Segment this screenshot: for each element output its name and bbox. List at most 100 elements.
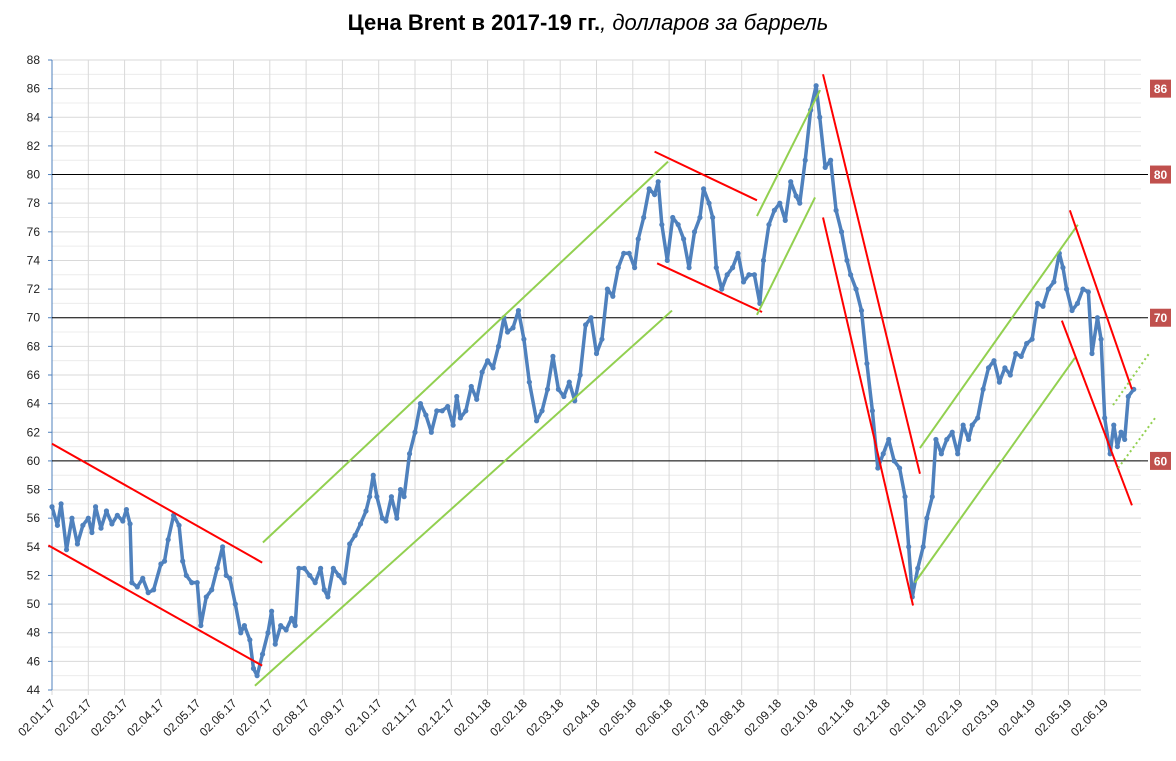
x-tick-label: 02.09.17 (306, 696, 349, 739)
data-point (641, 214, 647, 221)
y-tick-label: 46 (27, 654, 41, 668)
data-point (635, 236, 641, 242)
data-point (632, 265, 638, 271)
y-tick-label: 74 (27, 253, 41, 267)
x-tick-label: 02.10.18 (777, 696, 820, 739)
data-point (504, 329, 511, 335)
data-point (347, 541, 353, 547)
data-point (646, 186, 652, 192)
data-point (844, 257, 850, 264)
data-point (254, 673, 260, 679)
x-tick-label: 02.01.19 (886, 696, 929, 739)
data-point (782, 217, 788, 223)
data-point (651, 191, 658, 198)
y-tick-label: 52 (27, 568, 41, 582)
data-point (833, 207, 839, 213)
data-point (1102, 415, 1108, 421)
x-tick-label: 02.12.17 (414, 696, 457, 739)
data-point (330, 565, 336, 571)
level-label: 70 (1154, 311, 1168, 325)
data-point (797, 200, 803, 206)
data-point (394, 515, 400, 521)
data-point (259, 651, 266, 657)
data-point (1051, 279, 1057, 285)
data-point (272, 641, 278, 647)
data-point (468, 383, 474, 390)
level-label-box (1150, 308, 1171, 327)
data-point (321, 587, 327, 593)
data-point (710, 214, 716, 221)
data-point (1125, 393, 1131, 400)
data-point (929, 494, 935, 500)
data-point (454, 393, 460, 400)
data-point (664, 257, 670, 264)
data-point (417, 401, 424, 407)
data-point (700, 186, 707, 192)
data-point (610, 293, 616, 299)
y-tick-label: 64 (27, 397, 41, 411)
data-point (897, 465, 903, 471)
data-point (515, 307, 522, 314)
data-point (1007, 372, 1013, 378)
data-point (69, 515, 75, 521)
data-point (920, 544, 926, 550)
level-label-box (1150, 79, 1171, 98)
data-point (120, 518, 126, 524)
x-tick-label: 02.01.18 (451, 696, 494, 739)
data-point (479, 369, 485, 375)
data-point (996, 379, 1003, 385)
data-point (412, 429, 418, 435)
data-point (659, 222, 665, 228)
y-tick-label: 54 (27, 540, 41, 554)
y-tick-label: 62 (27, 425, 41, 439)
data-point (822, 164, 828, 170)
y-tick-label: 86 (27, 82, 41, 96)
data-point (92, 504, 99, 510)
data-point (485, 358, 491, 364)
data-point (561, 393, 567, 400)
data-point (965, 436, 972, 443)
data-point (89, 529, 95, 536)
data-point (906, 544, 912, 550)
data-point (318, 565, 324, 571)
data-point (949, 429, 955, 435)
data-point (735, 250, 741, 256)
chart-title-unit: , долларов за баррель (600, 10, 829, 35)
x-tick-label: 02.11.17 (379, 696, 422, 739)
data-point (975, 415, 981, 421)
data-point (54, 522, 61, 528)
data-point (209, 587, 215, 593)
data-point (604, 286, 610, 292)
data-point (751, 272, 758, 278)
data-point (1018, 353, 1024, 359)
x-tick-label: 02.06.19 (1068, 696, 1111, 739)
x-tick-label: 02.10.17 (342, 696, 385, 739)
data-point (817, 114, 823, 120)
data-point (555, 386, 561, 392)
data-point (363, 508, 369, 514)
data-point (325, 594, 331, 600)
data-point (933, 436, 939, 443)
uptrend-channel-line (1112, 351, 1151, 406)
data-point (428, 429, 434, 435)
downtrend-channel-line (822, 74, 921, 475)
data-point (621, 250, 627, 256)
data-point (98, 525, 104, 531)
data-point (151, 587, 157, 593)
data-point (301, 565, 307, 571)
data-point (980, 386, 986, 392)
data-point (550, 353, 556, 359)
data-point (1114, 443, 1121, 450)
level-label: 60 (1154, 454, 1168, 468)
data-point (189, 580, 195, 586)
uptrend-channel-line (262, 160, 669, 544)
data-point (1098, 336, 1104, 342)
data-point (788, 179, 794, 185)
data-point (434, 408, 440, 414)
level-label: 80 (1154, 168, 1168, 182)
data-point (292, 622, 298, 629)
x-tick-label: 02.04.19 (995, 696, 1038, 739)
data-point (510, 325, 516, 331)
uptrend-channel-line (1117, 417, 1156, 469)
x-tick-label: 02.06.18 (632, 696, 675, 739)
